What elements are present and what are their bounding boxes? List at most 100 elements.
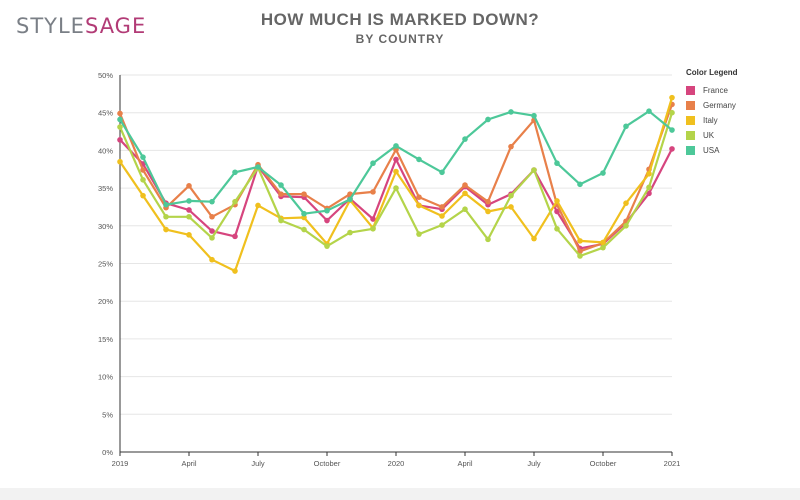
- legend-item-uk[interactable]: UK: [686, 128, 738, 143]
- data-point-usa[interactable]: [232, 169, 238, 176]
- legend-label: France: [703, 86, 728, 95]
- data-point-usa[interactable]: [140, 154, 146, 160]
- data-point-usa[interactable]: [255, 164, 261, 170]
- data-point-uk[interactable]: [347, 229, 353, 236]
- data-point-italy[interactable]: [255, 202, 261, 209]
- data-point-uk[interactable]: [117, 124, 123, 130]
- data-point-uk[interactable]: [485, 236, 491, 243]
- data-point-uk[interactable]: [393, 185, 399, 191]
- data-point-italy[interactable]: [623, 200, 629, 206]
- data-point-usa[interactable]: [209, 198, 215, 205]
- data-point-france[interactable]: [186, 207, 192, 213]
- legend-item-germany[interactable]: Germany: [686, 98, 738, 113]
- data-point-uk[interactable]: [600, 244, 606, 251]
- data-point-uk[interactable]: [278, 217, 284, 224]
- data-point-italy[interactable]: [531, 235, 537, 242]
- data-point-italy[interactable]: [577, 238, 583, 244]
- data-point-usa[interactable]: [186, 198, 192, 204]
- data-point-uk[interactable]: [554, 226, 560, 232]
- data-point-germany[interactable]: [370, 189, 376, 195]
- data-point-germany[interactable]: [439, 204, 445, 210]
- data-point-usa[interactable]: [462, 136, 468, 142]
- data-point-uk[interactable]: [577, 253, 583, 259]
- data-point-france[interactable]: [393, 156, 399, 163]
- data-point-italy[interactable]: [232, 268, 238, 274]
- data-point-uk[interactable]: [209, 235, 215, 241]
- data-point-france[interactable]: [370, 216, 376, 222]
- data-point-italy[interactable]: [186, 232, 192, 238]
- data-point-usa[interactable]: [600, 170, 606, 176]
- data-point-usa[interactable]: [370, 160, 376, 167]
- legend-item-italy[interactable]: Italy: [686, 113, 738, 128]
- data-point-usa[interactable]: [416, 156, 422, 163]
- data-point-germany[interactable]: [301, 191, 307, 197]
- legend-item-france[interactable]: France: [686, 83, 738, 98]
- data-point-france[interactable]: [232, 233, 238, 240]
- data-point-usa[interactable]: [531, 112, 537, 119]
- data-point-usa[interactable]: [117, 116, 123, 123]
- data-point-italy[interactable]: [393, 168, 399, 175]
- data-point-france[interactable]: [554, 208, 560, 215]
- data-point-usa[interactable]: [554, 160, 560, 167]
- data-point-germany[interactable]: [462, 182, 468, 188]
- data-point-uk[interactable]: [370, 226, 376, 232]
- data-point-france[interactable]: [209, 228, 215, 234]
- data-point-uk[interactable]: [324, 243, 330, 249]
- data-point-usa[interactable]: [623, 123, 629, 130]
- data-point-usa[interactable]: [646, 108, 652, 114]
- data-point-france[interactable]: [646, 190, 652, 197]
- data-point-germany[interactable]: [186, 183, 192, 189]
- data-point-germany[interactable]: [117, 110, 123, 117]
- data-point-usa[interactable]: [163, 201, 169, 208]
- data-point-uk[interactable]: [186, 213, 192, 220]
- data-point-france[interactable]: [117, 137, 123, 143]
- data-point-usa[interactable]: [301, 210, 307, 217]
- data-point-uk[interactable]: [508, 192, 514, 199]
- legend-swatch: [686, 101, 695, 110]
- data-point-uk[interactable]: [646, 184, 652, 191]
- data-point-uk[interactable]: [416, 231, 422, 237]
- data-point-usa[interactable]: [393, 143, 399, 149]
- data-point-italy[interactable]: [416, 202, 422, 209]
- data-point-usa[interactable]: [669, 127, 675, 133]
- data-point-france[interactable]: [669, 146, 675, 152]
- data-point-italy[interactable]: [462, 190, 468, 197]
- data-point-uk[interactable]: [462, 206, 468, 213]
- data-point-germany[interactable]: [140, 167, 146, 173]
- data-point-france[interactable]: [324, 217, 330, 224]
- data-point-germany[interactable]: [416, 194, 422, 200]
- data-point-usa[interactable]: [485, 116, 491, 123]
- data-point-uk[interactable]: [140, 177, 146, 183]
- data-point-italy[interactable]: [140, 192, 146, 199]
- data-point-italy[interactable]: [117, 158, 123, 165]
- data-point-usa[interactable]: [508, 109, 514, 115]
- legend-item-usa[interactable]: USA: [686, 143, 738, 158]
- data-point-italy[interactable]: [600, 239, 606, 246]
- data-point-usa[interactable]: [278, 182, 284, 188]
- y-tick-label: 20%: [98, 297, 113, 306]
- data-point-italy[interactable]: [439, 213, 445, 219]
- data-point-germany[interactable]: [209, 213, 215, 220]
- data-point-usa[interactable]: [577, 181, 583, 188]
- data-point-italy[interactable]: [554, 198, 560, 204]
- data-point-italy[interactable]: [485, 208, 491, 215]
- data-point-germany[interactable]: [485, 198, 491, 205]
- x-tick-label: July: [527, 459, 541, 468]
- data-point-italy[interactable]: [508, 204, 514, 210]
- data-point-italy[interactable]: [646, 170, 652, 177]
- data-point-italy[interactable]: [163, 226, 169, 233]
- data-point-uk[interactable]: [163, 213, 169, 220]
- data-point-uk[interactable]: [669, 109, 675, 116]
- data-point-uk[interactable]: [531, 167, 537, 173]
- data-point-germany[interactable]: [278, 191, 284, 197]
- data-point-usa[interactable]: [439, 169, 445, 176]
- data-point-uk[interactable]: [439, 222, 445, 228]
- data-point-usa[interactable]: [347, 196, 353, 203]
- data-point-uk[interactable]: [232, 198, 238, 205]
- data-point-uk[interactable]: [623, 223, 629, 229]
- data-point-uk[interactable]: [301, 226, 307, 233]
- data-point-germany[interactable]: [508, 143, 514, 150]
- data-point-usa[interactable]: [324, 207, 330, 214]
- data-point-italy[interactable]: [209, 256, 215, 263]
- data-point-italy[interactable]: [669, 94, 675, 101]
